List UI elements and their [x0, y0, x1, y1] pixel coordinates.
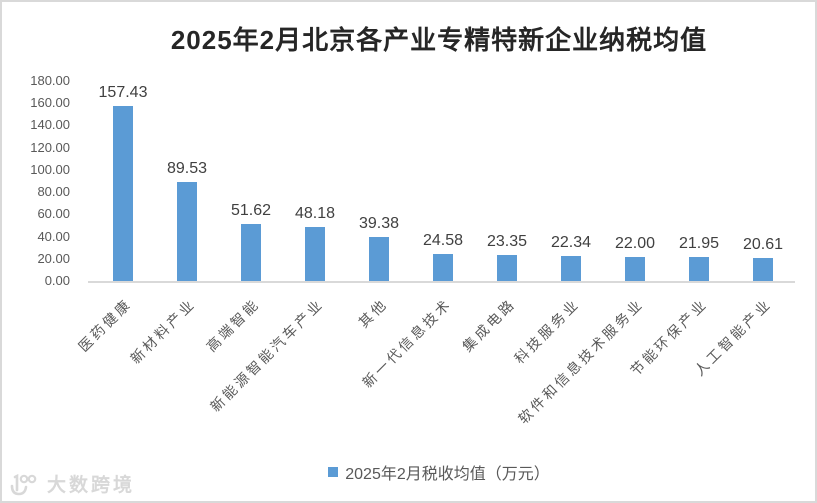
y-tick-label: 80.00 [37, 184, 70, 200]
data-label: 48.18 [294, 205, 336, 223]
data-label: 157.43 [98, 84, 148, 102]
data-label: 22.34 [550, 234, 592, 252]
category-label: 医药健康 [75, 295, 135, 355]
bar [753, 258, 773, 281]
legend-label: 2025年2月税收均值（万元） [345, 466, 550, 483]
data-label: 51.62 [230, 201, 272, 219]
data-label: 21.95 [678, 234, 720, 252]
bar [369, 237, 389, 281]
y-tick-label: 60.00 [37, 206, 70, 222]
y-tick-label: 180.00 [30, 73, 70, 88]
y-tick-label: 120.00 [30, 139, 70, 155]
data-label: 89.53 [166, 159, 208, 177]
x-axis-line [88, 281, 795, 283]
category-label: 高端智能 [203, 295, 263, 355]
y-tick-label: 100.00 [30, 161, 70, 177]
category-label: 其他 [355, 295, 391, 331]
watermark: 大数跨境 [9, 474, 135, 498]
watermark-text: 大数跨境 [47, 475, 136, 496]
legend: 2025年2月税收均值（万元） [65, 460, 813, 484]
bar [689, 256, 709, 281]
chart-title: 2025年2月北京各产业专精特新企业纳税均值 [170, 25, 708, 55]
data-label: 20.61 [742, 236, 784, 254]
bar [305, 227, 325, 281]
data-label: 39.38 [358, 215, 400, 233]
bar [561, 256, 581, 281]
category-label: 软件和信息技术服务业 [515, 295, 647, 427]
data-label: 22.00 [614, 234, 656, 252]
bar [241, 223, 261, 281]
category-label: 新能源智能汽车产业 [207, 295, 327, 415]
category-label: 科技服务业 [511, 295, 583, 367]
y-tick-label: 20.00 [37, 250, 70, 266]
bar [625, 256, 645, 281]
bar [433, 253, 453, 281]
data-label: 24.58 [422, 231, 464, 249]
category-label: 新材料产业 [127, 295, 199, 367]
y-tick-label: 160.00 [30, 95, 70, 111]
y-tick-label: 40.00 [37, 228, 70, 244]
bar [113, 106, 133, 281]
y-tick-label: 140.00 [30, 117, 70, 133]
bar [497, 255, 517, 281]
y-tick-label: 0.00 [44, 273, 70, 288]
data-label: 23.35 [486, 233, 528, 251]
category-label: 集成电路 [459, 295, 519, 355]
watermark-logo-icon [10, 474, 37, 496]
bar [177, 181, 197, 281]
legend-marker-swatch [328, 467, 339, 477]
